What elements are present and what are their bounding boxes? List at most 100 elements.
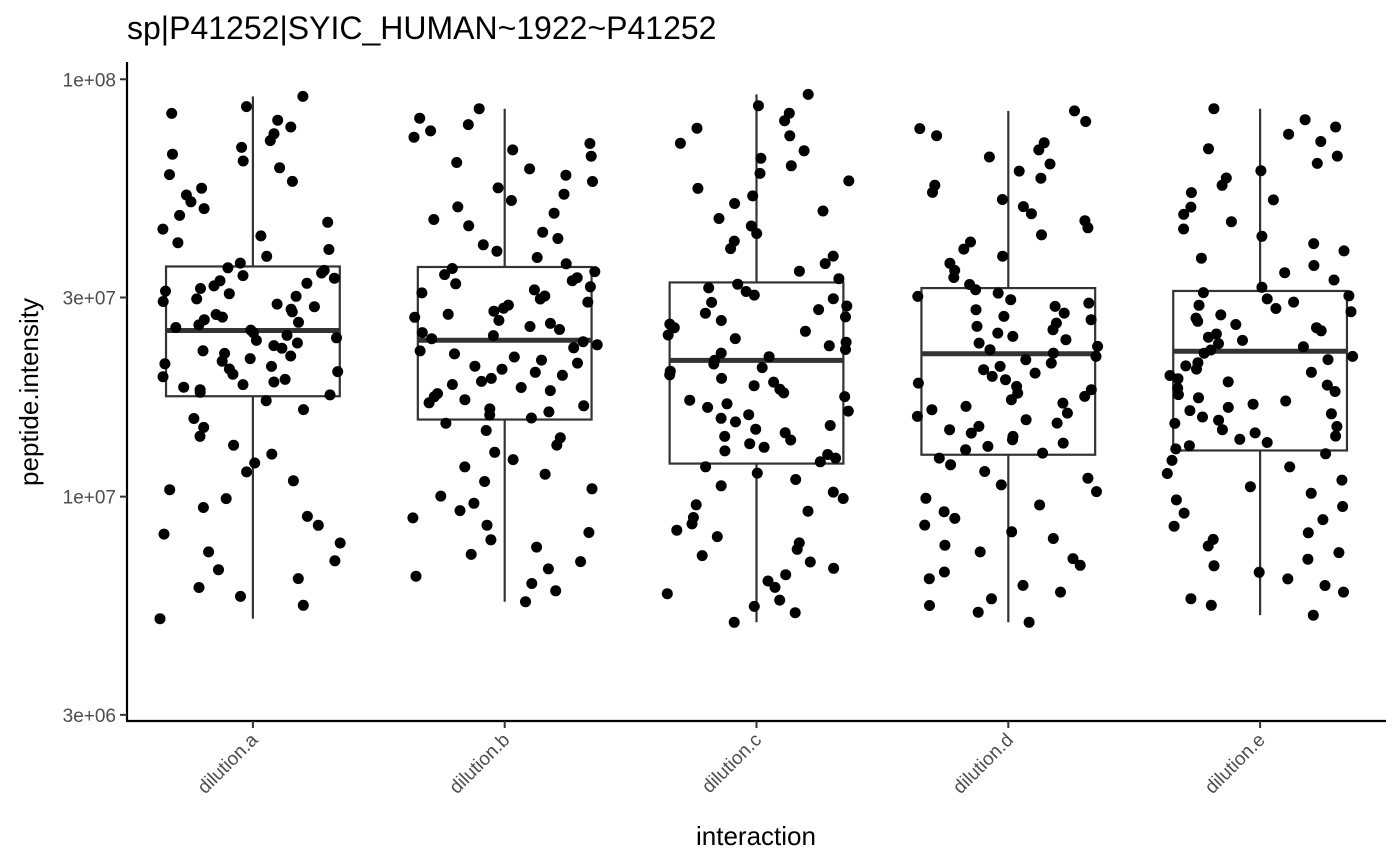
data-point <box>715 315 727 326</box>
data-point <box>459 394 471 406</box>
data-point <box>166 107 178 119</box>
data-point <box>266 360 277 372</box>
y-axis-title: peptide.intensity <box>14 298 44 486</box>
data-point <box>575 556 587 568</box>
data-point <box>1091 486 1102 498</box>
data-point <box>793 537 805 549</box>
data-point <box>1197 287 1209 299</box>
data-point <box>292 573 304 585</box>
data-point <box>194 430 206 442</box>
data-point <box>223 288 235 300</box>
data-point <box>524 321 536 332</box>
data-point <box>308 301 320 313</box>
data-point <box>819 258 831 270</box>
data-point <box>531 252 543 263</box>
data-point <box>1067 553 1079 565</box>
data-point <box>552 233 564 244</box>
data-point <box>174 209 186 221</box>
box-iqr <box>1172 289 1349 452</box>
data-point <box>982 440 994 452</box>
data-point <box>1213 338 1224 350</box>
data-point <box>465 548 477 560</box>
data-point <box>507 454 519 466</box>
data-point <box>1249 427 1261 439</box>
data-point <box>997 250 1009 262</box>
data-point <box>700 461 712 473</box>
data-point <box>840 336 852 348</box>
chart-title: sp|P41252|SYIC_HUMAN~1922~P41252 <box>127 10 716 46</box>
data-point <box>507 144 519 156</box>
data-point <box>297 90 309 102</box>
data-point <box>439 269 451 281</box>
data-point <box>692 182 704 194</box>
data-point <box>228 439 240 451</box>
data-point <box>462 119 474 131</box>
data-point <box>828 562 840 574</box>
data-point <box>813 304 825 316</box>
data-point <box>323 244 335 255</box>
data-point <box>492 182 504 194</box>
x-tick-label: dilution.e <box>1201 730 1270 799</box>
data-point <box>428 214 440 225</box>
data-point <box>1222 376 1234 388</box>
data-point <box>661 588 673 600</box>
data-point <box>1185 593 1197 605</box>
data-point <box>802 505 814 517</box>
data-point <box>1331 421 1343 432</box>
data-point <box>554 432 566 444</box>
data-point <box>528 284 540 296</box>
data-point <box>537 226 549 238</box>
data-point <box>719 445 731 457</box>
data-point <box>728 616 740 628</box>
data-point <box>729 198 741 209</box>
data-point <box>970 304 982 316</box>
data-point <box>1234 433 1246 445</box>
data-point <box>1321 379 1333 391</box>
data-point <box>159 358 171 370</box>
data-point <box>799 325 811 337</box>
data-point <box>556 369 568 381</box>
data-point <box>554 324 565 335</box>
data-point <box>266 448 278 460</box>
data-point <box>729 333 741 345</box>
data-point <box>974 546 986 558</box>
data-point <box>748 289 760 301</box>
data-point <box>194 384 206 396</box>
data-point <box>1322 354 1334 366</box>
data-point <box>944 257 956 269</box>
data-point <box>1083 297 1095 309</box>
data-point <box>1255 165 1267 177</box>
data-point <box>920 492 932 504</box>
data-point <box>1047 347 1059 359</box>
data-point <box>1308 260 1320 271</box>
data-point <box>1222 401 1234 413</box>
data-point <box>1283 128 1295 140</box>
box-iqr <box>416 265 593 421</box>
data-point <box>671 524 683 536</box>
data-point <box>544 385 556 397</box>
data-point <box>1184 405 1196 417</box>
data-point <box>328 272 340 284</box>
data-point <box>716 372 728 384</box>
data-point <box>730 416 741 428</box>
data-point <box>487 330 499 342</box>
data-point <box>318 264 330 276</box>
data-point <box>931 130 943 142</box>
data-point <box>768 376 780 388</box>
data-point <box>1161 468 1173 479</box>
data-point <box>583 527 595 538</box>
data-point <box>322 216 334 228</box>
data-point <box>170 322 182 333</box>
data-point <box>702 401 714 413</box>
data-point <box>515 382 527 393</box>
data-point <box>912 290 924 302</box>
data-point <box>1343 290 1355 302</box>
data-point <box>1210 328 1222 340</box>
data-point <box>755 152 767 164</box>
data-point <box>1079 215 1091 227</box>
data-point <box>721 398 733 410</box>
data-point <box>912 377 924 389</box>
data-point <box>1338 245 1350 257</box>
data-point <box>1205 599 1217 611</box>
x-tick-label: dilution.c <box>698 730 766 798</box>
